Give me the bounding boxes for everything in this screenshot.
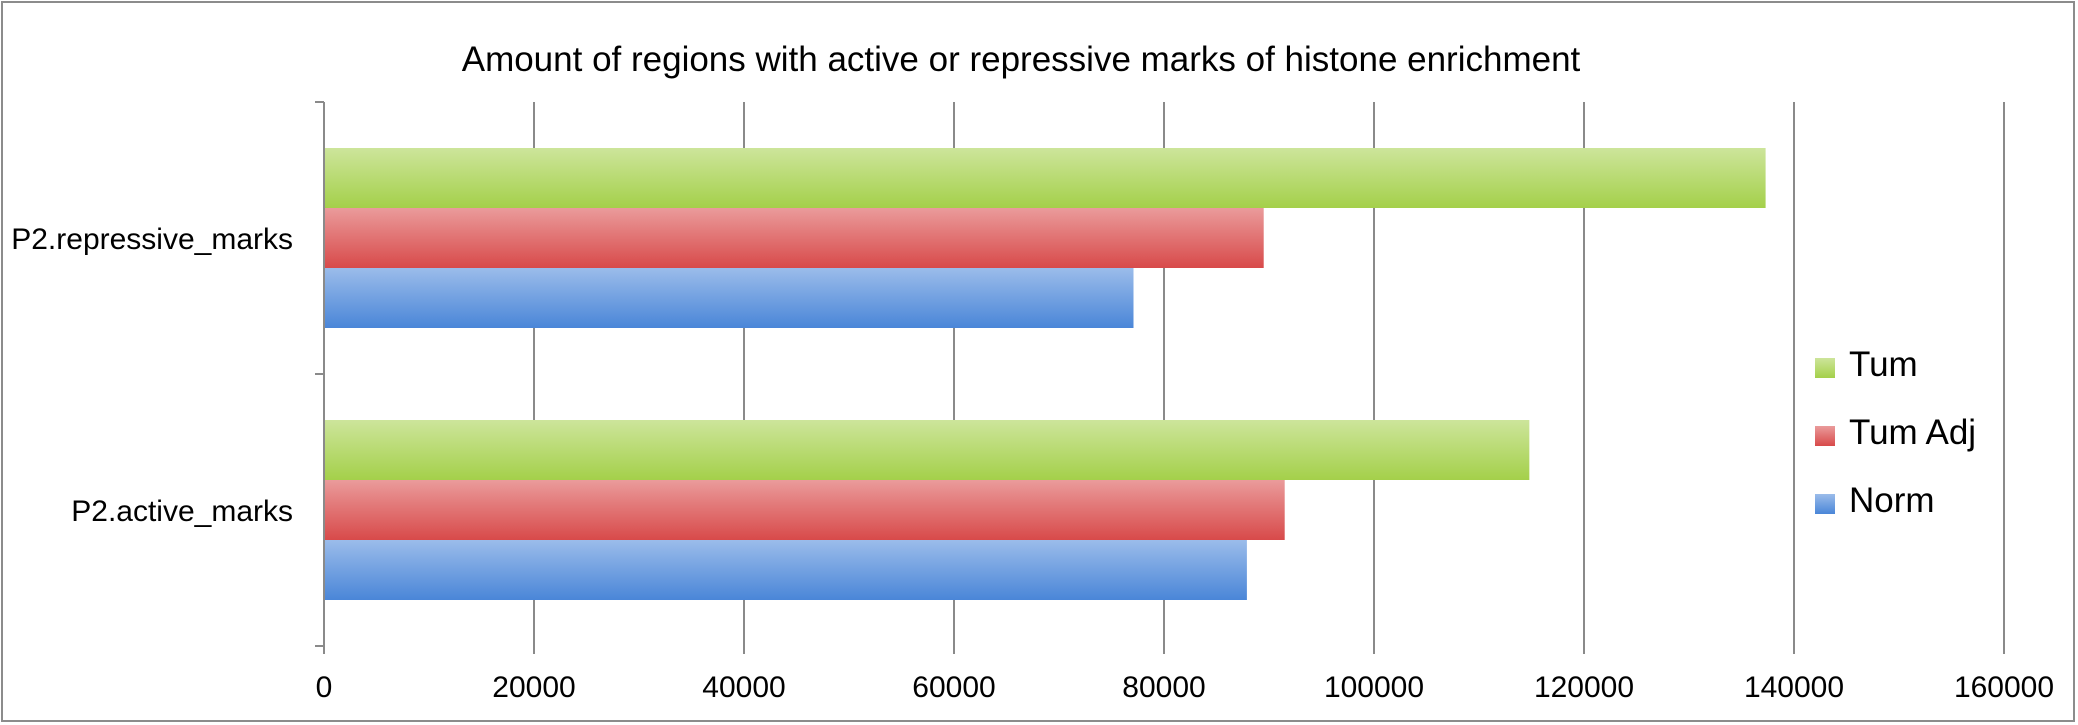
legend-label: Tum Adj bbox=[1849, 413, 1976, 452]
x-tick-label: 100000 bbox=[1324, 671, 1424, 704]
bars bbox=[325, 148, 1766, 600]
legend-swatch bbox=[1815, 426, 1835, 446]
x-tick-label: 20000 bbox=[492, 671, 575, 704]
x-tick-label: 140000 bbox=[1744, 671, 1844, 704]
legend-label: Norm bbox=[1849, 481, 1935, 520]
chart-title: Amount of regions with active or repress… bbox=[462, 40, 1581, 79]
bar bbox=[325, 268, 1134, 328]
category-label: P2.repressive_marks bbox=[11, 223, 293, 256]
legend-label: Tum bbox=[1849, 345, 1918, 384]
x-tick-label: 120000 bbox=[1534, 671, 1634, 704]
x-tick-label: 0 bbox=[316, 671, 333, 704]
category-label: P2.active_marks bbox=[71, 495, 293, 528]
bar bbox=[325, 540, 1247, 600]
bar-chart: Amount of regions with active or repress… bbox=[11, 40, 2054, 704]
axes: 0 20000 40000 60000 80000 100000 120000 140000 1… bbox=[11, 101, 2054, 704]
bar bbox=[325, 208, 1264, 268]
x-tick-label: 60000 bbox=[912, 671, 995, 704]
legend-swatch bbox=[1815, 358, 1835, 378]
legend: Tum Tum Adj Norm bbox=[1815, 345, 1976, 520]
legend-swatch bbox=[1815, 494, 1835, 514]
x-tick-label: 40000 bbox=[702, 671, 785, 704]
bar bbox=[325, 148, 1766, 208]
bar bbox=[325, 420, 1530, 480]
x-tick-label: 80000 bbox=[1122, 671, 1205, 704]
bar bbox=[325, 480, 1285, 540]
x-tick-label: 160000 bbox=[1954, 671, 2054, 704]
